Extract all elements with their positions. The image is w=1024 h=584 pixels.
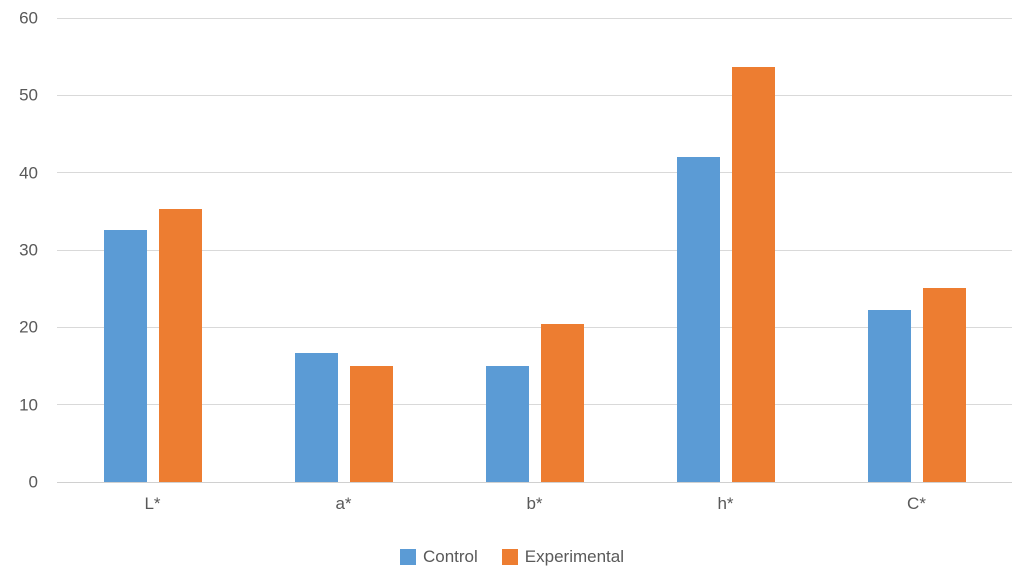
bar-control-L: [103, 229, 147, 482]
x-axis-category-label: C*: [907, 494, 926, 513]
legend-item-control: Control: [399, 547, 478, 567]
bar-control-b: [485, 366, 529, 482]
x-axis-category-label: L*: [144, 494, 161, 513]
gridline: [57, 404, 1012, 406]
bar-experimental-b: [540, 324, 584, 482]
y-axis-tick-label: 60: [19, 8, 38, 28]
legend-label: Experimental: [524, 547, 625, 566]
bar-control-h: [676, 157, 720, 482]
bar-experimental-L: [158, 209, 202, 482]
x-axis-category-label: a*: [335, 494, 352, 513]
x-axis-line: [57, 481, 1012, 483]
bar-control-C: [867, 309, 911, 482]
legend-label: Control: [422, 547, 478, 566]
x-axis-category-label: b*: [526, 494, 543, 513]
bar-experimental-a: [349, 366, 393, 482]
legend-swatch-icon: [399, 549, 416, 565]
bar-control-a: [294, 352, 338, 482]
y-axis-tick-label: 0: [28, 472, 38, 492]
y-axis-tick-label: 30: [19, 240, 38, 260]
legend-item-experimental: Experimental: [501, 547, 625, 567]
y-axis-tick-label: 40: [19, 163, 38, 183]
bar-experimental-C: [922, 287, 966, 482]
gridline: [57, 172, 1012, 174]
gridline: [57, 326, 1012, 328]
legend: Control Experimental: [0, 547, 1024, 567]
bar-experimental-h: [731, 67, 775, 482]
y-axis-tick-label: 10: [19, 395, 38, 415]
y-axis-tick-label: 20: [19, 317, 38, 337]
x-axis-category-label: h*: [717, 494, 734, 513]
gridline: [57, 249, 1012, 251]
y-axis-tick-label: 50: [19, 85, 38, 105]
gridline: [57, 17, 1012, 19]
legend-swatch-icon: [501, 549, 518, 565]
gridline: [57, 94, 1012, 96]
